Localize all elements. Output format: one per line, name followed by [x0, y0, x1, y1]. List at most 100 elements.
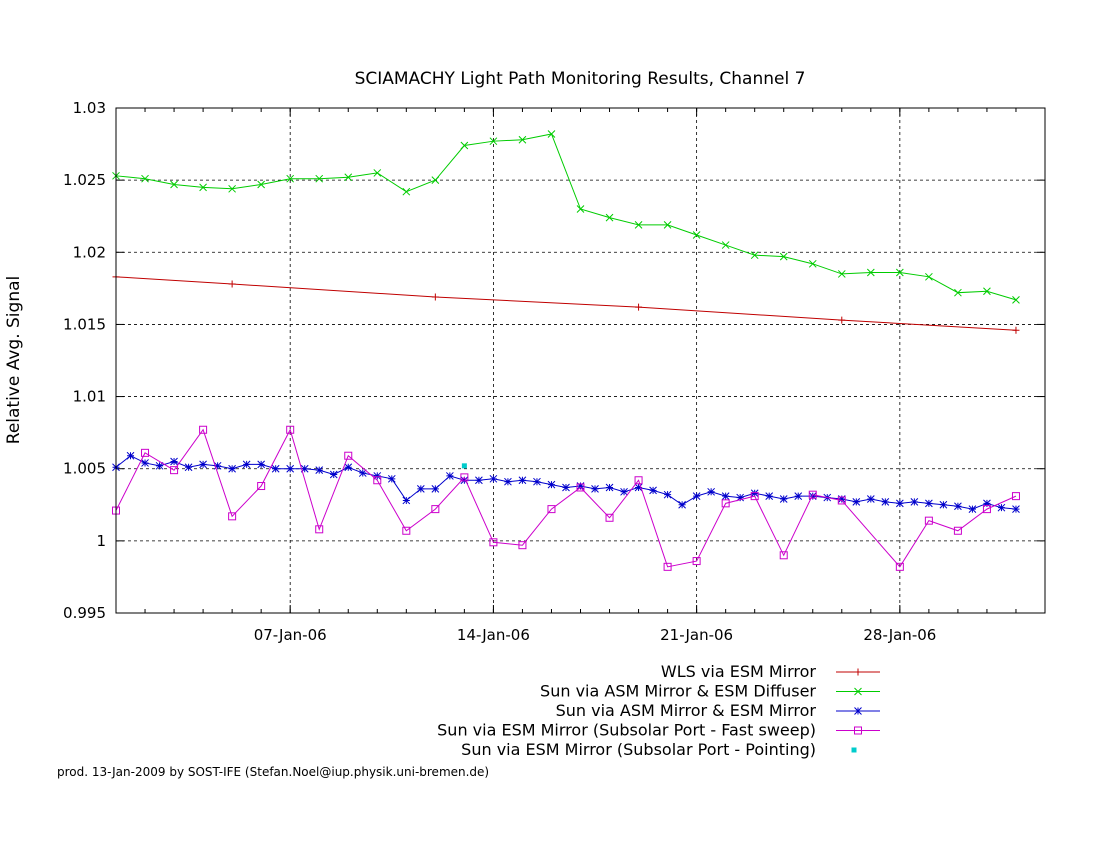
- axis-ticks: 0.995 1 1.005 1.01 1.015 1.02 1.025 1.03 07-Jan-…: [63, 99, 1046, 644]
- data-point: [663, 562, 672, 571]
- data-point: [635, 303, 643, 311]
- data-point: [605, 213, 614, 222]
- series-sun-esm-subsolar-fast-sweep: [112, 425, 1020, 571]
- data-point: [402, 187, 411, 196]
- data-point: [286, 464, 295, 473]
- data-point: [605, 483, 614, 492]
- data-point: [431, 176, 440, 184]
- data-point: [808, 259, 817, 268]
- data-point: [736, 493, 745, 502]
- x-tick-label: 14-Jan-06: [457, 626, 530, 644]
- data-point: [184, 463, 193, 472]
- data-point: [329, 470, 338, 479]
- data-point: [838, 316, 846, 324]
- data-point: [649, 486, 657, 495]
- legend-label: Sun via ASM Mirror & ESM Diffuser: [540, 682, 816, 701]
- data-point: [779, 495, 788, 503]
- data-point: [416, 485, 425, 493]
- data-point: [750, 489, 759, 498]
- data-point: [170, 457, 178, 466]
- y-tick-label: 0.995: [63, 604, 106, 622]
- data-point: [461, 463, 467, 469]
- data-point: [257, 460, 266, 469]
- x-tick-label: 28-Jan-06: [863, 626, 936, 644]
- legend-label: WLS via ESM Mirror: [661, 662, 817, 681]
- data-point: [692, 231, 701, 239]
- data-point: [358, 469, 367, 477]
- data-point: [286, 425, 295, 434]
- y-tick-label: 1.02: [73, 243, 106, 261]
- data-point: [910, 498, 919, 506]
- data-point: [854, 668, 862, 676]
- data-point: [983, 287, 991, 296]
- data-point: [1012, 296, 1020, 304]
- x-tick-label: 21-Jan-06: [660, 626, 733, 644]
- data-point: [518, 476, 527, 485]
- data-point: [576, 205, 585, 213]
- data-point: [431, 505, 440, 514]
- data-point: [315, 466, 324, 475]
- data-point: [460, 476, 469, 485]
- data-point: [518, 541, 527, 550]
- legend-label: Sun via ESM Mirror (Subsolar Port - Fast…: [437, 721, 816, 740]
- data-point: [141, 459, 149, 467]
- data-point: [750, 492, 759, 501]
- data-point: [895, 268, 904, 277]
- legend-label: Sun via ESM Mirror (Subsolar Port - Poin…: [461, 740, 816, 759]
- data-point: [591, 485, 599, 493]
- data-point: [141, 174, 149, 183]
- data-point: [852, 498, 861, 506]
- data-point: [446, 472, 454, 480]
- data-point: [562, 483, 570, 492]
- data-point: [837, 495, 846, 503]
- data-point: [344, 463, 353, 472]
- data-point: [547, 505, 556, 514]
- data-point: [518, 135, 527, 144]
- data-point: [228, 184, 236, 193]
- data-point: [663, 490, 672, 499]
- data-point: [141, 448, 150, 457]
- y-tick-label: 1.015: [63, 315, 106, 333]
- data-point: [851, 747, 857, 753]
- data-point: [895, 499, 904, 508]
- data-point: [837, 496, 846, 505]
- data-point: [199, 425, 208, 434]
- data-point: [431, 485, 440, 493]
- data-point: [692, 492, 701, 500]
- data-point: [504, 477, 512, 486]
- data-point: [373, 472, 382, 480]
- plot-frame: [115, 107, 1046, 614]
- data-point: [881, 498, 890, 506]
- data-point: [547, 480, 556, 489]
- data-point: [721, 241, 730, 249]
- data-point: [228, 512, 237, 521]
- data-point: [837, 270, 846, 278]
- data-point: [170, 180, 178, 189]
- data-point: [854, 707, 862, 715]
- data-point: [576, 483, 585, 492]
- data-point: [808, 492, 817, 500]
- data-point: [678, 500, 686, 509]
- chart-title: SCIAMACHY Light Path Monitoring Results,…: [355, 69, 806, 89]
- data-point: [634, 221, 643, 229]
- data-point: [475, 476, 483, 485]
- data-point: [489, 474, 498, 483]
- legend-entry: Sun via ASM Mirror & ESM Diffuser: [540, 682, 880, 701]
- data-point: [808, 490, 817, 499]
- data-point: [315, 174, 324, 183]
- data-point: [854, 687, 862, 696]
- gridlines: [116, 108, 1045, 613]
- series-line: [115, 276, 1016, 331]
- data-point: [170, 466, 179, 475]
- data-point: [954, 288, 962, 297]
- data-point: [954, 502, 962, 511]
- data-point: [489, 137, 498, 146]
- data-point: [373, 476, 382, 485]
- data-point: [489, 538, 498, 547]
- data-point: [199, 183, 207, 192]
- data-point: [344, 173, 353, 182]
- y-tick-label: 1.025: [63, 171, 106, 189]
- data-point: [257, 180, 266, 189]
- data-point: [1011, 492, 1020, 501]
- data-point: [402, 496, 411, 505]
